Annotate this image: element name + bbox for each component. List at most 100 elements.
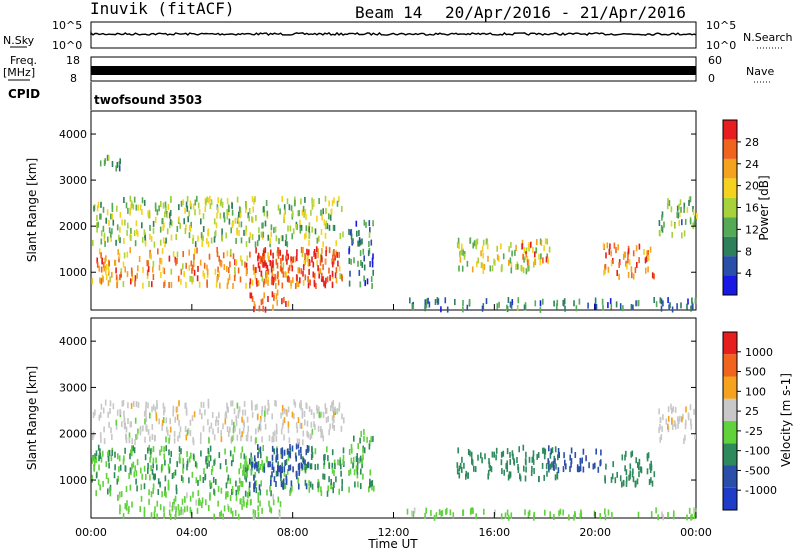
heat-cell — [122, 513, 125, 520]
heat-cell — [683, 202, 686, 209]
heat-cell — [544, 509, 546, 516]
heat-cell — [144, 240, 147, 247]
heat-cell — [146, 425, 148, 432]
heat-cell — [228, 267, 230, 274]
noise-left-tick-top: 10^5 — [52, 19, 82, 32]
heat-cell — [209, 494, 211, 501]
heat-cell — [471, 459, 474, 466]
heat-cell — [175, 484, 178, 491]
heat-cell — [689, 196, 692, 203]
heat-cell — [247, 425, 250, 432]
heat-cell — [326, 223, 329, 230]
heat-cell — [165, 436, 167, 443]
heat-cell — [457, 237, 460, 244]
heat-cell — [283, 407, 286, 414]
heat-cell — [357, 260, 359, 267]
heat-cell — [348, 258, 351, 264]
heat-cell — [245, 229, 247, 236]
heat-cell — [292, 466, 294, 473]
heat-cell — [126, 271, 129, 278]
heat-cell — [264, 423, 267, 430]
heat-cell — [462, 509, 465, 516]
heat-cell — [291, 265, 294, 272]
colorbar-tick-label: 28 — [745, 136, 759, 149]
heat-cell — [289, 447, 292, 454]
heat-cell — [149, 224, 151, 231]
heat-cell — [287, 300, 290, 307]
heat-cell — [178, 432, 181, 439]
heat-cell — [255, 215, 257, 221]
heat-cell — [524, 475, 527, 482]
heat-cell — [298, 483, 300, 490]
heat-cell — [196, 275, 199, 282]
heat-cell — [694, 215, 696, 222]
heat-cell — [570, 458, 573, 465]
heat-cell — [173, 472, 175, 478]
heat-cell — [350, 457, 353, 464]
heat-cell — [119, 226, 121, 233]
heat-cell — [272, 493, 274, 500]
heat-cell — [154, 205, 157, 212]
heat-cell — [285, 459, 288, 465]
heat-cell — [550, 448, 552, 455]
heat-cell — [650, 477, 652, 484]
heat-cell — [332, 224, 335, 231]
heat-cell — [333, 481, 335, 488]
heat-cell — [263, 410, 266, 417]
heat-cell — [272, 304, 274, 311]
heat-cell — [219, 212, 222, 219]
heat-cell — [231, 203, 233, 209]
heat-cell — [289, 452, 292, 459]
heat-cell — [245, 434, 248, 441]
heat-cell — [688, 507, 691, 514]
heat-cell — [680, 302, 682, 309]
heat-cell — [679, 199, 682, 206]
heat-cell — [527, 259, 530, 266]
heat-cell — [253, 306, 255, 313]
heat-cell — [144, 436, 146, 443]
heat-cell — [327, 416, 329, 422]
heat-cell — [352, 462, 354, 469]
heat-cell — [252, 513, 255, 520]
heat-cell — [275, 423, 278, 430]
heat-cell — [235, 420, 238, 427]
heat-cell — [526, 255, 529, 262]
heat-cell — [207, 241, 210, 248]
colorbar-tick-label: -100 — [745, 445, 770, 458]
heat-cell — [97, 444, 100, 451]
heat-cell — [231, 489, 233, 495]
heat-cell — [186, 464, 188, 471]
heat-cell — [634, 267, 637, 274]
heat-cell — [304, 479, 307, 486]
heat-cell — [334, 254, 336, 261]
heat-cell — [187, 216, 189, 223]
heat-cell — [653, 471, 656, 478]
heat-cell — [182, 199, 185, 206]
heat-cell — [235, 415, 237, 422]
heat-cell — [291, 233, 293, 240]
heat-cell — [224, 418, 227, 425]
heat-cell — [573, 514, 575, 521]
heat-cell — [510, 262, 513, 269]
heat-cell — [692, 303, 694, 310]
heat-cell — [322, 435, 325, 442]
x-tick-label: 00:00 — [680, 526, 712, 539]
heat-cell — [427, 297, 429, 304]
heat-cell — [149, 448, 152, 455]
heat-cell — [111, 202, 114, 209]
y-tick-label: 2000 — [59, 428, 87, 441]
heat-cell — [150, 253, 152, 260]
heat-cell — [271, 291, 274, 298]
heat-cell — [523, 304, 526, 311]
heat-cell — [469, 237, 471, 244]
heat-cell — [496, 245, 498, 252]
heat-cell — [316, 404, 318, 411]
heat-cell — [242, 419, 245, 426]
heat-cell — [240, 480, 242, 487]
heat-cell — [487, 255, 489, 262]
heat-cell — [152, 483, 155, 490]
heat-cell — [271, 464, 274, 470]
heat-cell — [487, 473, 489, 480]
heat-cell — [299, 227, 302, 234]
heat-cell — [235, 489, 238, 496]
